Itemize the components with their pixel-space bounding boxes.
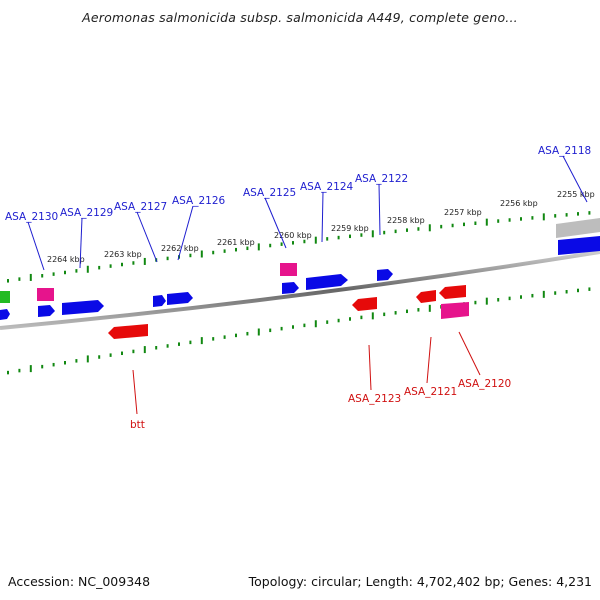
leader-btt (132, 369, 138, 415)
gene-asa-2127[interactable] (62, 300, 104, 315)
other-features (0, 263, 469, 319)
pink-feature-1[interactable] (37, 288, 54, 301)
gene-asa-2130[interactable] (0, 309, 10, 320)
leader-asa-2118 (562, 155, 588, 203)
accession-label: Accession: NC_009348 (8, 574, 151, 589)
leader-asa-2129 (79, 217, 83, 269)
scale-label-2263: 2263 kbp (104, 250, 142, 259)
gene-asa-2125[interactable] (282, 282, 299, 294)
gene-asa-2121[interactable] (416, 290, 436, 303)
scale-label-2264: 2264 kbp (47, 255, 85, 264)
genome-backbone (0, 250, 600, 330)
gene-btt[interactable] (108, 324, 148, 339)
label-asa-2125: ASA_2125 (243, 187, 296, 199)
scale-label-2258: 2258 kbp (387, 216, 425, 225)
scale-label-2255: 2255 kbp (557, 190, 595, 199)
scale-label-2262: 2262 kbp (161, 244, 199, 253)
map-title: Aeromonas salmonicida subsp. salmonicida… (82, 10, 518, 25)
backbone-end-block (556, 218, 600, 238)
label-asa-2127: ASA_2127 (114, 201, 167, 213)
leader-asa-2124 (321, 191, 324, 243)
label-asa-2129: ASA_2129 (60, 207, 113, 219)
pink-feature-3[interactable] (441, 302, 469, 319)
green-feature[interactable] (0, 291, 10, 303)
leader-asa-2123 (368, 344, 372, 391)
gene-asa-2118[interactable] (558, 236, 600, 255)
leader-asa-2125 (264, 197, 287, 249)
label-asa-2124: ASA_2124 (300, 181, 354, 193)
pink-feature-2[interactable] (280, 263, 297, 276)
leader-asa-2126 (177, 205, 194, 261)
scale-label-2256: 2256 kbp (500, 199, 538, 208)
label-asa-2122: ASA_2122 (355, 173, 408, 185)
label-btt: btt (130, 419, 145, 431)
leader-asa-2121 (426, 336, 432, 384)
gene-asa-2123[interactable] (352, 297, 377, 311)
label-asa-2118: ASA_2118 (538, 145, 591, 157)
leader-asa-2120 (458, 331, 481, 376)
gene-asa-2120[interactable] (439, 285, 466, 299)
forward-scale-ticks (7, 211, 591, 283)
scale-label-2260: 2260 kbp (274, 231, 312, 240)
forward-genes (0, 236, 600, 320)
gene-asa-2127b[interactable] (153, 295, 166, 307)
gene-asa-2122[interactable] (377, 269, 393, 281)
label-asa-2130: ASA_2130 (5, 211, 58, 223)
gene-asa-2126[interactable] (167, 292, 193, 305)
scale-label-2259: 2259 kbp (331, 224, 369, 233)
label-asa-2126: ASA_2126 (172, 195, 226, 207)
label-asa-2120: ASA_2120 (458, 378, 511, 390)
leader-asa-2127 (136, 211, 158, 263)
scale-label-2261: 2261 kbp (217, 238, 255, 247)
gene-asa-2129[interactable] (38, 305, 55, 317)
scale-label-2257: 2257 kbp (444, 208, 482, 217)
leader-asa-2122 (378, 183, 381, 236)
label-asa-2121: ASA_2121 (404, 386, 457, 398)
genome-stats-label: Topology: circular; Length: 4,702,402 bp… (248, 574, 592, 589)
leader-asa-2130 (27, 221, 45, 271)
label-asa-2123: ASA_2123 (348, 393, 401, 405)
reverse-genes (108, 285, 466, 339)
gene-asa-2124[interactable] (306, 274, 348, 290)
reverse-scale-ticks (7, 287, 591, 375)
